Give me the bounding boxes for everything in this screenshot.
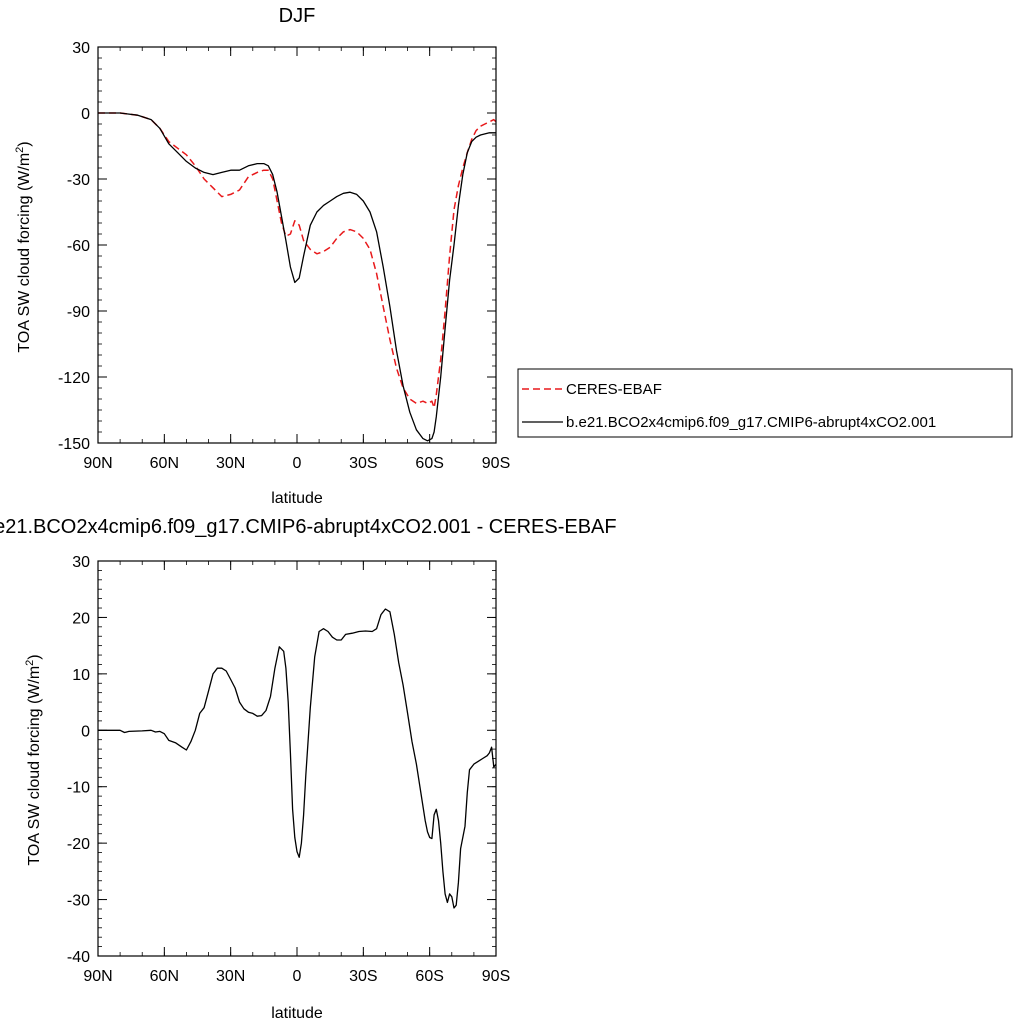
legend: CERES-EBAF b.e21.BCO2x4cmip6.f09_g17.CMI… xyxy=(517,368,1013,438)
y-axis-label: TOA SW cloud forcing (W/m2) xyxy=(14,141,33,352)
y-tick-label: -10 xyxy=(67,780,90,797)
x-tick-label: 30N xyxy=(216,455,245,472)
series-line-2 xyxy=(98,112,496,442)
y-tick-label: -20 xyxy=(67,836,90,853)
x-tick-label: 90N xyxy=(83,968,112,985)
x-tick-label: 90S xyxy=(482,455,510,472)
y-axis-label-tail: ) xyxy=(16,141,33,146)
y-axis-label-tail: ) xyxy=(26,654,43,659)
legend-box xyxy=(517,368,1013,438)
chart-title: DJF xyxy=(279,5,316,27)
series-lines xyxy=(98,608,497,909)
y-tick-label: -30 xyxy=(67,172,90,189)
y-tick-label: -30 xyxy=(67,893,90,910)
y-tick-label: 0 xyxy=(81,106,90,123)
legend-label-model: b.e21.BCO2x4cmip6.f09_g17.CMIP6-abrupt4x… xyxy=(566,414,936,431)
plot-frame xyxy=(97,560,497,957)
y-tick-label: 30 xyxy=(72,40,90,57)
axis-ticks: 30 0 -30 -60 -90 -120 -150 90N 60N 30N 0 30S 60S 90S xyxy=(58,40,510,472)
plot-frame xyxy=(97,46,497,444)
x-tick-label: 30N xyxy=(216,968,245,985)
y-axis-label: TOA SW cloud forcing (W/m2) xyxy=(24,654,43,865)
x-tick-label: 60S xyxy=(415,968,443,985)
y-axis-label-main: TOA SW cloud forcing (W/m xyxy=(16,153,33,353)
series-lines xyxy=(98,112,497,442)
y-tick-label: -60 xyxy=(67,238,90,255)
y-axis-label-superscript: 2 xyxy=(14,147,26,153)
y-tick-label: -40 xyxy=(67,949,90,966)
legend-label-ceres: CERES-EBAF xyxy=(566,381,662,398)
y-tick-label: -150 xyxy=(58,436,90,453)
series-line-1 xyxy=(98,608,497,909)
x-tick-label: 30S xyxy=(349,455,377,472)
y-tick-label: 0 xyxy=(81,723,90,740)
x-tick-label: 30S xyxy=(349,968,377,985)
panel-bottom: b.e21.BCO2x4cmip6.f09_g17.CMIP6-abrupt4x… xyxy=(0,516,617,1022)
series-line-1 xyxy=(98,112,497,409)
x-tick-label: 90S xyxy=(482,968,510,985)
x-tick-label: 0 xyxy=(293,968,302,985)
x-tick-label: 60N xyxy=(150,968,179,985)
y-axis-label-superscript: 2 xyxy=(24,660,36,666)
y-tick-label: -120 xyxy=(58,370,90,387)
x-axis-label: latitude xyxy=(271,1005,323,1022)
panel-top: DJF TOA SW cloud forcing (W/m2) latitude… xyxy=(14,5,1013,507)
x-tick-label: 60S xyxy=(415,455,443,472)
x-axis-label: latitude xyxy=(271,490,323,507)
y-tick-label: 30 xyxy=(72,554,90,571)
x-tick-label: 0 xyxy=(293,455,302,472)
y-tick-label: 20 xyxy=(72,610,90,627)
y-tick-label: 10 xyxy=(72,667,90,684)
x-tick-label: 60N xyxy=(150,455,179,472)
axis-ticks: 30 20 10 0 -10 -20 -30 -40 90N 60N 30N 0 30S 60S 90S xyxy=(67,554,510,985)
chart-title: b.e21.BCO2x4cmip6.f09_g17.CMIP6-abrupt4x… xyxy=(0,516,617,538)
x-tick-label: 90N xyxy=(83,455,112,472)
y-tick-label: -90 xyxy=(67,304,90,321)
y-axis-label-main: TOA SW cloud forcing (W/m xyxy=(26,666,43,866)
